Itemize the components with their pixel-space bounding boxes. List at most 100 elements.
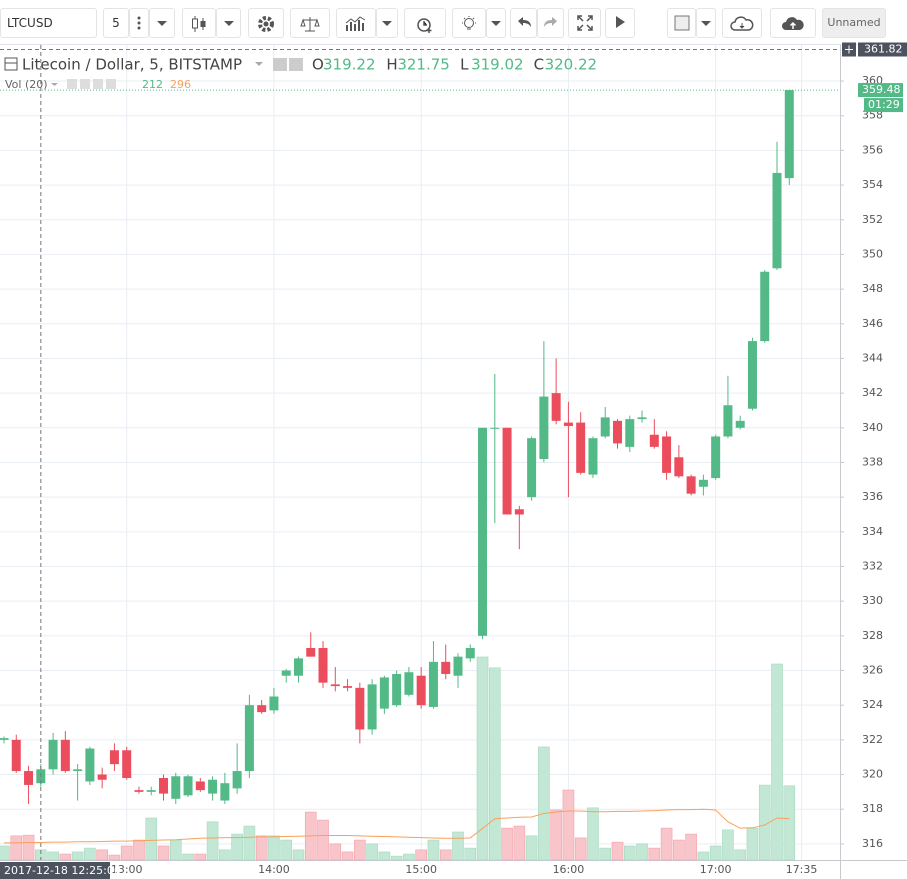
vol-settings-icon[interactable]: [80, 79, 90, 89]
bulb-icon: [462, 16, 476, 30]
candle-body: [784, 90, 794, 179]
candle-body: [747, 341, 757, 409]
candle-body: [490, 427, 500, 429]
ohlc-label: H: [386, 56, 397, 74]
interval-dropdown[interactable]: [149, 8, 175, 38]
volume-bar: [685, 833, 697, 861]
indicators[interactable]: [336, 8, 376, 38]
candle-body: [441, 661, 451, 674]
candle-body: [698, 479, 708, 487]
layout-name[interactable]: Unnamed: [822, 8, 886, 38]
ideas-dropdown[interactable]: [486, 8, 506, 38]
candle-body: [502, 427, 512, 515]
candle-body: [662, 436, 672, 473]
volume-bar: [194, 853, 207, 861]
volume-bar: [415, 849, 427, 861]
vol-more-icon[interactable]: [93, 79, 103, 89]
caret: [223, 21, 234, 26]
ohlc-label: O: [312, 56, 324, 74]
load-layout[interactable]: [722, 8, 762, 38]
volume-bar: [354, 839, 366, 861]
candle-body: [600, 417, 610, 437]
y-tick-label: 348: [862, 282, 883, 295]
volume-bar: [133, 839, 145, 861]
symbol-input[interactable]: LTCUSD: [0, 8, 97, 38]
countdown-tag: [864, 98, 903, 113]
volume-bar: [599, 847, 612, 861]
candle-body: [760, 271, 770, 342]
candle-body: [208, 779, 218, 794]
grid: [0, 45, 844, 860]
volume-legend-label: Vol (20): [5, 78, 48, 91]
volume-bar: [268, 835, 280, 861]
eye-icon[interactable]: [273, 58, 287, 71]
volume-bar: [439, 849, 452, 861]
volume-bar: [206, 821, 219, 861]
layout[interactable]: [667, 8, 696, 38]
candle-body: [355, 687, 365, 730]
collapse-icon[interactable]: [4, 57, 18, 71]
candle-body: [293, 658, 303, 676]
volume-bar: [390, 855, 403, 861]
y-tick-label: 342: [862, 386, 883, 399]
volume-bar: [464, 847, 477, 861]
scale-icon: [300, 17, 320, 32]
candle-body: [588, 438, 598, 475]
chart-style-dropdown[interactable]: [216, 8, 241, 38]
vol-eye-icon[interactable]: [67, 79, 77, 89]
candle-body: [11, 739, 21, 772]
volume-bar: [574, 837, 587, 861]
indicator-icon: [345, 16, 366, 31]
volume-bar: [562, 789, 575, 861]
fullscreen[interactable]: [568, 8, 601, 38]
interval-more[interactable]: [129, 8, 149, 38]
crosshair-time-tag: [0, 862, 110, 879]
candle-body: [551, 393, 561, 421]
square-icon: [674, 15, 689, 31]
y-tick-label: 356: [862, 143, 883, 156]
candle-body: [465, 647, 475, 659]
volume-bar: [71, 851, 84, 861]
undo[interactable]: [510, 8, 537, 38]
interval[interactable]: 5: [103, 8, 129, 38]
crosshair-price-label: 361.82: [864, 43, 903, 56]
candle-body: [576, 422, 586, 473]
ideas[interactable]: [452, 8, 486, 38]
candle-body: [723, 405, 733, 437]
vol-close-icon[interactable]: [106, 79, 116, 89]
alert[interactable]: [404, 8, 446, 38]
crosshair-price-tag: [858, 42, 907, 57]
indicators-dropdown[interactable]: [376, 8, 398, 38]
candle-body: [404, 672, 414, 695]
volume-bar: [10, 835, 23, 861]
title-caret[interactable]: [255, 62, 263, 66]
y-tick-label: 334: [862, 525, 883, 538]
candle-body: [109, 750, 119, 765]
crosshair-time-label: 2017-12-18 12:25:00: [4, 864, 121, 877]
chart-style[interactable]: [182, 8, 216, 38]
volume-bar: [673, 839, 685, 861]
volume-bar: [22, 834, 35, 861]
settings[interactable]: [248, 8, 284, 38]
candle-body: [195, 781, 205, 791]
volume-bar: [378, 851, 391, 861]
redo[interactable]: [537, 8, 564, 38]
volume-bar: [587, 807, 599, 861]
candle-body: [392, 673, 402, 706]
volume-bar: [169, 839, 182, 861]
settings-icon[interactable]: [289, 58, 303, 71]
volume-bar: [771, 663, 783, 861]
volume-bar: [623, 845, 636, 861]
save-layout[interactable]: [770, 8, 816, 38]
ohlc-value: 320.22: [545, 56, 598, 74]
layout-dropdown[interactable]: [696, 8, 716, 38]
volume-legend-value: 212: [142, 78, 163, 91]
compare[interactable]: [290, 8, 330, 38]
replay[interactable]: [605, 8, 635, 38]
ohlc-label: L: [460, 56, 469, 74]
vol-caret[interactable]: [51, 83, 58, 86]
volume-bar: [501, 827, 513, 861]
volume-bar: [243, 825, 256, 861]
